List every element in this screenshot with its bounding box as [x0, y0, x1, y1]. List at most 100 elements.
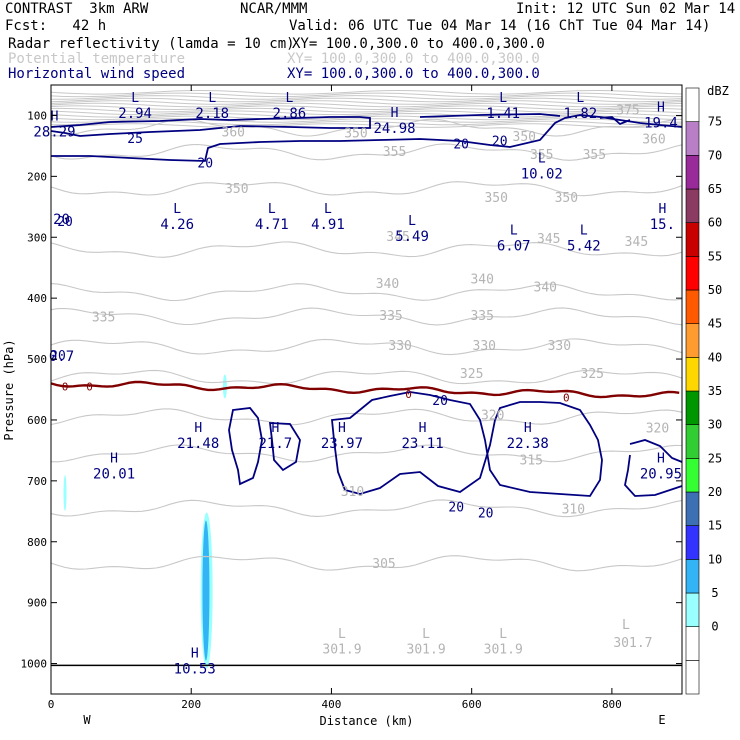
wind-extremum-value: 28.29 [33, 124, 75, 140]
theta-layer [50, 89, 683, 572]
wind-extremum-value: 4.26 [160, 217, 194, 233]
wind-extremum-type: L [173, 202, 181, 217]
colorbar-swatch [685, 491, 700, 526]
colorbar-tick-label: 10 [708, 552, 722, 566]
colorbar-swatch [685, 458, 700, 493]
wind-extremum-value: 24.98 [373, 121, 415, 137]
x-end-label-east: E [658, 713, 665, 727]
theta-label: 320 [481, 408, 504, 423]
wind-extremum-type: H [419, 421, 427, 436]
colorbar-swatch [685, 155, 700, 190]
theta-extremum-marker: L [622, 618, 630, 633]
wind-contour-label: 20 [453, 137, 469, 152]
colorbar-tick-label: 55 [708, 249, 722, 263]
isentrope-line [50, 143, 683, 161]
x-end-label-west: W [83, 713, 91, 727]
field-name-wind: Horizontal wind speed [8, 66, 186, 82]
theta-label: 350 [484, 191, 507, 206]
colorbar: 0 5 10 15 20 25 30 35 40 45 50 55 60 65 70 75 dBZ [685, 84, 729, 695]
theta-label: 330 [473, 339, 496, 354]
colorbar-tick-label: 20 [708, 485, 722, 499]
wind-extremum-type: L [285, 91, 293, 106]
theta-label: 340 [376, 277, 399, 292]
theta-label: 325 [460, 367, 483, 382]
isentrope-line [50, 444, 683, 463]
theta-label: 340 [470, 273, 493, 288]
wind-extremum-value: 1.82 [563, 106, 597, 122]
zero-contour-layer [50, 380, 682, 667]
zero-contour-line [50, 380, 680, 399]
wind-extremum-value: 21.7 [258, 436, 292, 452]
wind-speed-contour [268, 422, 301, 472]
colorbar-swatch [685, 222, 700, 257]
colorbar-tick-label: 30 [708, 418, 722, 432]
reflectivity-layer [63, 374, 227, 669]
y-tick-label: 600 [27, 414, 47, 427]
wind-extremum-value: 23.97 [321, 436, 363, 452]
colorbar-tick-label: 65 [708, 182, 722, 196]
colorbar-swatch [685, 626, 700, 661]
header-model: CONTRAST 3km ARW [5, 1, 149, 17]
wind-extremum-type: L [408, 214, 416, 229]
colorbar-swatch [685, 188, 700, 223]
wind-extremum-value: 5.49 [395, 229, 429, 245]
isentrope-line-upper [51, 95, 683, 100]
colorbar-swatch [685, 390, 700, 425]
theta-label: 315 [520, 454, 543, 469]
colorbar-swatch [685, 525, 700, 560]
theta-label: 335 [92, 310, 115, 325]
isentrope-line-upper [51, 107, 683, 113]
wind-extremum-type: L [580, 223, 588, 238]
wind-extremum-type: H [110, 452, 118, 467]
isentrope-line [50, 499, 683, 518]
wind-contour-label: 20 [448, 500, 464, 515]
theta-label: 310 [562, 502, 585, 517]
y-axis-label: Pressure (hPa) [2, 339, 16, 440]
isentrope-line [50, 283, 683, 302]
theta-label: 335 [470, 309, 493, 324]
wind-extremum-type: L [268, 202, 276, 217]
colorbar-swatch [685, 323, 700, 358]
x-tick-label: 400 [322, 698, 342, 711]
field-xy-theta: XY= 100.0,300.0 to 400.0,300.0 [287, 51, 540, 67]
header-org: NCAR/MMM [240, 1, 308, 17]
plot-frame [50, 84, 683, 695]
colorbar-unit: dBZ [707, 84, 729, 98]
isentrope-line [50, 181, 683, 197]
wind-extremum-type: L [510, 223, 518, 238]
colorbar-tick-label: 75 [708, 115, 722, 129]
y-tick-label: 200 [27, 170, 47, 183]
colorbar-swatch [685, 256, 700, 291]
wind-speed-contour [419, 113, 561, 118]
theta-extremum-marker: L [338, 627, 346, 642]
colorbar-tick-label: 35 [708, 384, 722, 398]
theta-label: 345 [386, 230, 409, 245]
theta-label: 335 [379, 309, 402, 324]
isentrope-line [50, 241, 683, 258]
colorbar-swatch [685, 87, 700, 122]
wind-extremum-type: L [499, 91, 507, 106]
wind-extremum-type: H [657, 100, 665, 115]
isentrope-line-upper [50, 102, 683, 108]
y-tick-label: 100 [27, 109, 47, 122]
y-tick-label: 700 [27, 475, 47, 488]
wind-extremum-type: H [391, 106, 399, 121]
isentrope-line-upper [50, 105, 682, 111]
theta-label: 360 [642, 133, 665, 148]
wind-contour-label: 20 [432, 394, 448, 409]
x-tick-label: 0 [48, 698, 55, 711]
chart-title: Vertical cross section [0, 0, 14, 1]
colorbar-tick-label: 25 [708, 451, 722, 465]
colorbar-tick-label: 60 [708, 216, 722, 230]
wind-extremum-type: L [131, 91, 139, 106]
theta-label: 355 [383, 145, 406, 160]
header-init: Init: 12 UTC Sun 02 Mar 14 [516, 1, 736, 17]
y-tick-label: 400 [27, 292, 47, 305]
wind-extremum-value: 4.71 [255, 217, 289, 233]
isentrope-line [50, 408, 683, 426]
reflectivity-cell-small [222, 374, 227, 399]
x-tick-label: 200 [181, 698, 201, 711]
colorbar-swatch [685, 357, 700, 392]
reflectivity-cell-15dbz [202, 520, 210, 661]
wind-extremum-type: H [657, 452, 665, 467]
